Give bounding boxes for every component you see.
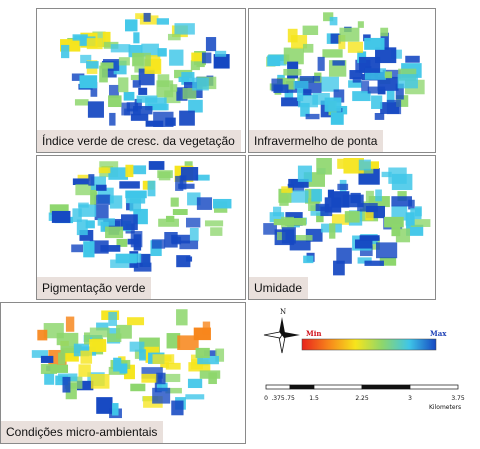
scale-tick-label: .75 bbox=[285, 395, 295, 402]
map-image bbox=[31, 309, 225, 419]
scale-tick-label: 0 bbox=[264, 395, 268, 402]
scale-unit-label: Kilometers bbox=[429, 404, 461, 411]
north-arrow-icon: N bbox=[263, 308, 300, 354]
map-image bbox=[263, 158, 431, 276]
color-ramp bbox=[301, 338, 437, 351]
map-caption: Pigmentação verde bbox=[37, 277, 152, 299]
map-panel-vegetation-index: Índice verde de cresc. da vegetação bbox=[36, 8, 246, 153]
scale-bar: 0 .375 .75 1.5 2.25 3 3.75 Kilometers bbox=[264, 384, 465, 411]
map-panel-green-pigmentation: Pigmentação verde bbox=[36, 155, 246, 300]
north-label: N bbox=[280, 308, 286, 316]
map-caption: Infravermelho de ponta bbox=[249, 130, 384, 152]
legend-max-label: Max bbox=[430, 329, 447, 338]
map-caption: Índice verde de cresc. da vegetação bbox=[37, 130, 241, 152]
map-caption: Umidade bbox=[249, 277, 309, 299]
map-panel-micro-environment: Condições micro-ambientais bbox=[0, 302, 246, 444]
legend-min-label: Min bbox=[306, 329, 322, 338]
scale-tick-label: 3.75 bbox=[451, 395, 465, 402]
map-panel-moisture: Umidade bbox=[248, 155, 436, 300]
scale-tick-label: 2.25 bbox=[355, 395, 369, 402]
map-image bbox=[48, 161, 232, 272]
map-caption: Condições micro-ambientais bbox=[1, 421, 164, 443]
map-image bbox=[60, 12, 230, 127]
map-legend: N Min Max 0 .375 .75 1.5 2.25 3 3.75 Kil… bbox=[258, 305, 480, 445]
scale-tick-label: .375 bbox=[271, 395, 285, 402]
scale-tick-label: 3 bbox=[408, 395, 412, 402]
scale-tick-label: 1.5 bbox=[309, 395, 319, 402]
map-panel-near-infrared: Infravermelho de ponta bbox=[248, 8, 436, 153]
map-image bbox=[266, 12, 425, 125]
